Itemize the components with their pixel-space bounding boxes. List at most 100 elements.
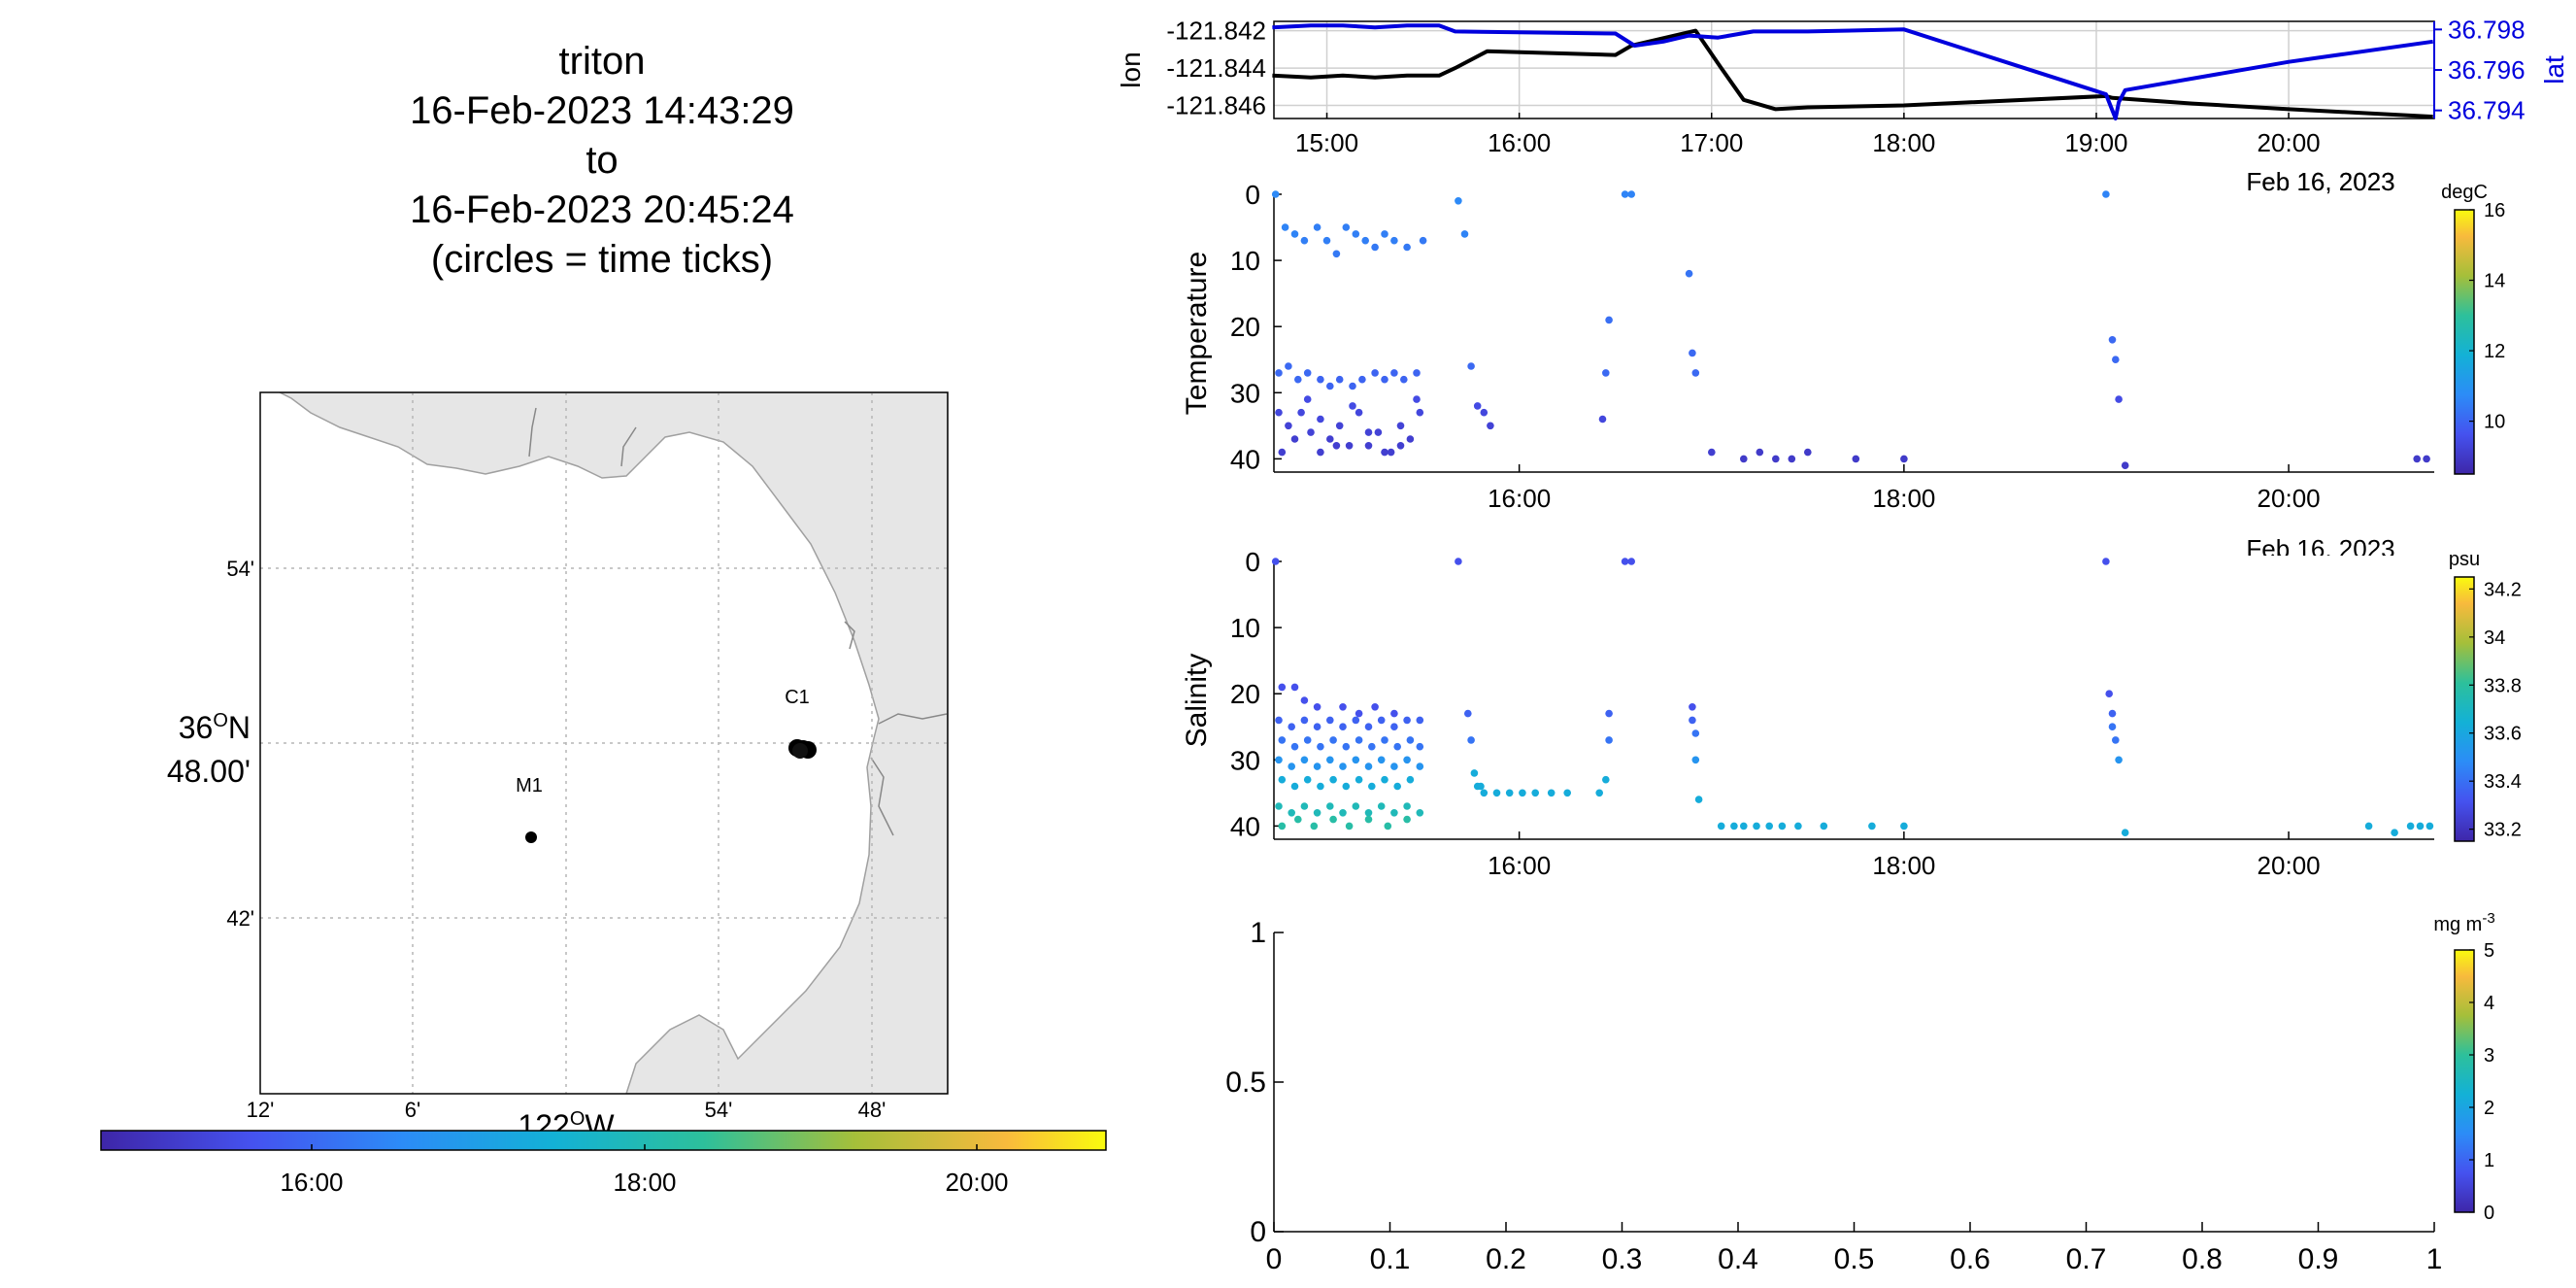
salinity-data-point	[1303, 775, 1312, 784]
temperature-data-point	[1374, 428, 1383, 436]
temperature-data-point	[2121, 461, 2129, 470]
temperature-data-point	[1355, 408, 1363, 417]
salinity-data-point	[1455, 558, 1462, 565]
salinity-data-point	[1691, 729, 1700, 737]
river-line	[878, 713, 948, 725]
map-lat-tick: 54'	[226, 557, 254, 581]
salinity-data-point	[1368, 742, 1376, 751]
salinity-data-point	[1300, 756, 1309, 764]
salinity-data-point	[1377, 716, 1386, 725]
temperature-y-tick-label: 40	[1230, 444, 1260, 474]
salinity-data-point	[1313, 763, 1321, 770]
lon-tick-label: -121.842	[1166, 17, 1266, 46]
temperature-data-point	[2102, 190, 2110, 198]
time-colorbar-tick: 16:00	[280, 1168, 343, 1197]
salinity-data-point	[1519, 789, 1526, 797]
salinity-data-point	[1364, 809, 1373, 817]
river-line	[844, 621, 855, 650]
salinity-data-point	[1595, 789, 1603, 797]
salinity-data-point	[1390, 709, 1398, 718]
salinity-data-point	[1689, 703, 1696, 711]
salinity-data-point	[1406, 736, 1415, 744]
salinity-data-point	[1390, 723, 1398, 730]
temperature-data-point	[1381, 375, 1388, 384]
temperature-data-point	[1390, 236, 1398, 245]
salinity-colorbar-tick-label: 33.2	[2484, 820, 2522, 841]
position-x-tick-label: 18:00	[1872, 128, 1935, 157]
temperature-colorbar-unit: degC	[2441, 182, 2488, 203]
temperature-data-point	[1852, 455, 1860, 463]
salinity-data-point	[1730, 822, 1738, 830]
salinity-data-point	[2406, 822, 2415, 830]
temperature-data-point	[1804, 448, 1812, 457]
temperature-x-tick-label: 18:00	[1872, 484, 1935, 513]
temperature-data-point	[1322, 236, 1331, 245]
chlorophyll-x-tick-label: 0.1	[1370, 1243, 1411, 1275]
salinity-data-point	[2105, 690, 2113, 697]
temperature-data-point	[1480, 408, 1489, 417]
salinity-data-point	[1317, 742, 1324, 751]
temperature-data-point	[1358, 375, 1366, 384]
salinity-data-point	[1820, 822, 1828, 830]
temperature-data-point	[1342, 223, 1351, 231]
salinity-colorbar-tick-label: 34.2	[2484, 579, 2522, 600]
salinity-data-point	[2102, 558, 2110, 565]
salinity-data-point	[1339, 763, 1347, 770]
title-start-time: 16-Feb-2023 14:43:29	[410, 89, 794, 132]
salinity-data-point	[1403, 802, 1411, 810]
temperature-data-point	[1691, 369, 1700, 377]
temperature-data-point	[1326, 382, 1334, 390]
salinity-data-point	[1288, 809, 1295, 817]
river-line	[620, 426, 637, 467]
temperature-data-point	[1406, 435, 1415, 443]
salinity-data-point	[1477, 782, 1485, 791]
salinity-data-point	[1717, 822, 1725, 830]
temperature-data-point	[1317, 448, 1324, 457]
salinity-y-axis-label: Salinity	[1181, 654, 1213, 748]
salinity-data-point	[2108, 709, 2117, 718]
time-colorbar-tick: 18:00	[613, 1168, 676, 1197]
map-lon-tick: 6'	[405, 1098, 420, 1122]
temperature-data-point	[1900, 455, 1908, 463]
chlorophyll-x-tick-label: 0.6	[1950, 1243, 1991, 1275]
temperature-data-point	[1275, 369, 1283, 377]
lat-tick-label: 36.794	[2448, 96, 2526, 125]
salinity-data-point	[1691, 756, 1700, 764]
salinity-data-point	[1300, 716, 1309, 725]
temperature-data-point	[1326, 435, 1334, 443]
temperature-data-point	[1278, 448, 1287, 457]
temperature-data-point	[1396, 442, 1405, 450]
chlorophyll-y-tick-label: 0.5	[1225, 1067, 1266, 1099]
salinity-data-point	[2112, 736, 2120, 744]
temperature-data-point	[1400, 375, 1408, 384]
temperature-data-point	[1335, 375, 1344, 384]
temperature-data-point	[1364, 442, 1373, 450]
salinity-data-point	[1470, 769, 1479, 777]
temperature-data-point	[1627, 190, 1635, 198]
temperature-data-point	[2115, 395, 2123, 403]
salinity-data-point	[2108, 723, 2117, 730]
salinity-data-point	[1300, 696, 1309, 704]
salinity-data-point	[1275, 802, 1283, 810]
salinity-data-point	[1393, 742, 1401, 751]
chlorophyll-colorbar-tick-label: 2	[2484, 1098, 2494, 1119]
salinity-data-point	[1403, 815, 1411, 824]
temperature-colorbar-tick-label: 14	[2484, 271, 2505, 292]
temperature-y-axis-label: Temperature	[1181, 252, 1213, 415]
station-marker-m1[interactable]	[525, 831, 537, 843]
salinity-data-point	[1275, 756, 1283, 764]
land-area	[279, 392, 948, 1094]
salinity-data-point	[1275, 716, 1283, 725]
salinity-data-point	[1416, 809, 1424, 817]
temperature-data-point	[1271, 190, 1280, 198]
salinity-data-point	[1326, 716, 1334, 725]
map-frame	[259, 391, 949, 1095]
chlorophyll-colorbar-tick-label: 1	[2484, 1150, 2494, 1171]
salinity-data-point	[1416, 716, 1424, 725]
salinity-colorbar-tick-label: 33.8	[2484, 675, 2522, 696]
vehicle-track-c1[interactable]	[788, 739, 817, 759]
salinity-y-tick-label: 20	[1230, 679, 1260, 709]
temperature-data-point	[1290, 230, 1299, 238]
salinity-data-point	[1416, 763, 1424, 770]
chlorophyll-x-tick-label: 0.7	[2066, 1243, 2107, 1275]
